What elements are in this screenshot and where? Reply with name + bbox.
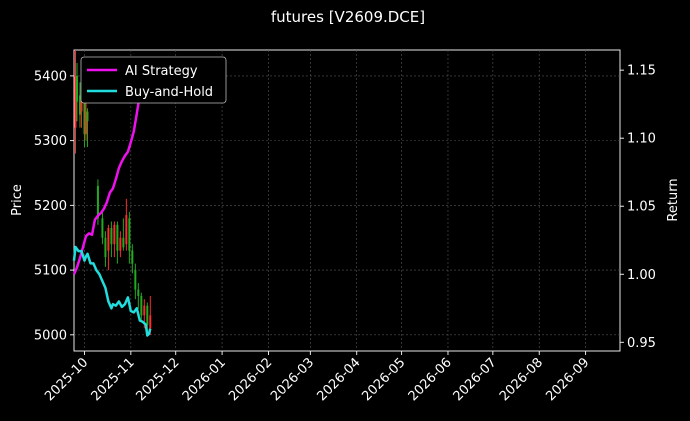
y-tick-label: 5400 — [34, 69, 67, 84]
ai-strategy-line — [72, 58, 150, 275]
candle-body — [116, 224, 119, 251]
candle-body — [80, 98, 83, 112]
candlesticks — [74, 50, 152, 335]
candle-body — [113, 224, 116, 245]
y-axis-label: Price — [10, 184, 25, 216]
candle-body — [101, 218, 104, 238]
candle-body — [131, 250, 134, 264]
legend-box — [80, 56, 227, 104]
candle-body — [149, 315, 152, 329]
candle-body — [110, 228, 113, 245]
y-tick-label: 5100 — [34, 264, 67, 279]
y-tick-label: 5300 — [34, 134, 67, 149]
candle-body — [74, 75, 77, 128]
buy-and-hold-line — [72, 245, 152, 337]
y-tick-label: 5200 — [34, 199, 67, 214]
candle-body — [86, 111, 89, 122]
candle-body — [137, 289, 140, 296]
legend: AI Strategy Buy-and-Hold — [80, 56, 227, 104]
candle-body — [134, 270, 137, 290]
candle-body — [84, 111, 87, 135]
candle-body — [83, 101, 86, 135]
candle-body — [125, 215, 128, 245]
y2-tick-label: 1.05 — [627, 200, 656, 215]
candle-body — [75, 75, 78, 102]
y-axis-right: 0.95 1.00 1.05 1.10 1.15 — [620, 64, 656, 351]
legend-label-ai-strategy: AI Strategy — [125, 64, 198, 79]
series-lines — [72, 58, 152, 337]
chart-title: futures [V2609.DCE] — [271, 8, 425, 26]
candle-body — [104, 237, 107, 258]
candle-body — [128, 218, 131, 251]
candle-body — [140, 295, 143, 316]
y2-tick-label: 0.95 — [627, 336, 656, 351]
y2-tick-label: 1.10 — [627, 132, 656, 147]
candle-body — [146, 305, 149, 326]
legend-label-buy-and-hold: Buy-and-Hold — [125, 85, 213, 100]
candle-body — [143, 305, 146, 316]
candle-body — [96, 185, 99, 219]
candle-body — [107, 228, 110, 251]
candle-body — [122, 237, 125, 248]
y-tick-label: 5000 — [34, 328, 67, 343]
grid — [74, 50, 620, 351]
y2-axis-label: Return — [666, 178, 681, 221]
y2-tick-label: 1.15 — [627, 64, 656, 79]
y2-tick-label: 1.00 — [627, 268, 656, 283]
candle-body — [119, 237, 122, 251]
candle-body — [78, 95, 81, 115]
y-axis-left: 5000 5100 5200 5300 5400 — [34, 69, 74, 343]
